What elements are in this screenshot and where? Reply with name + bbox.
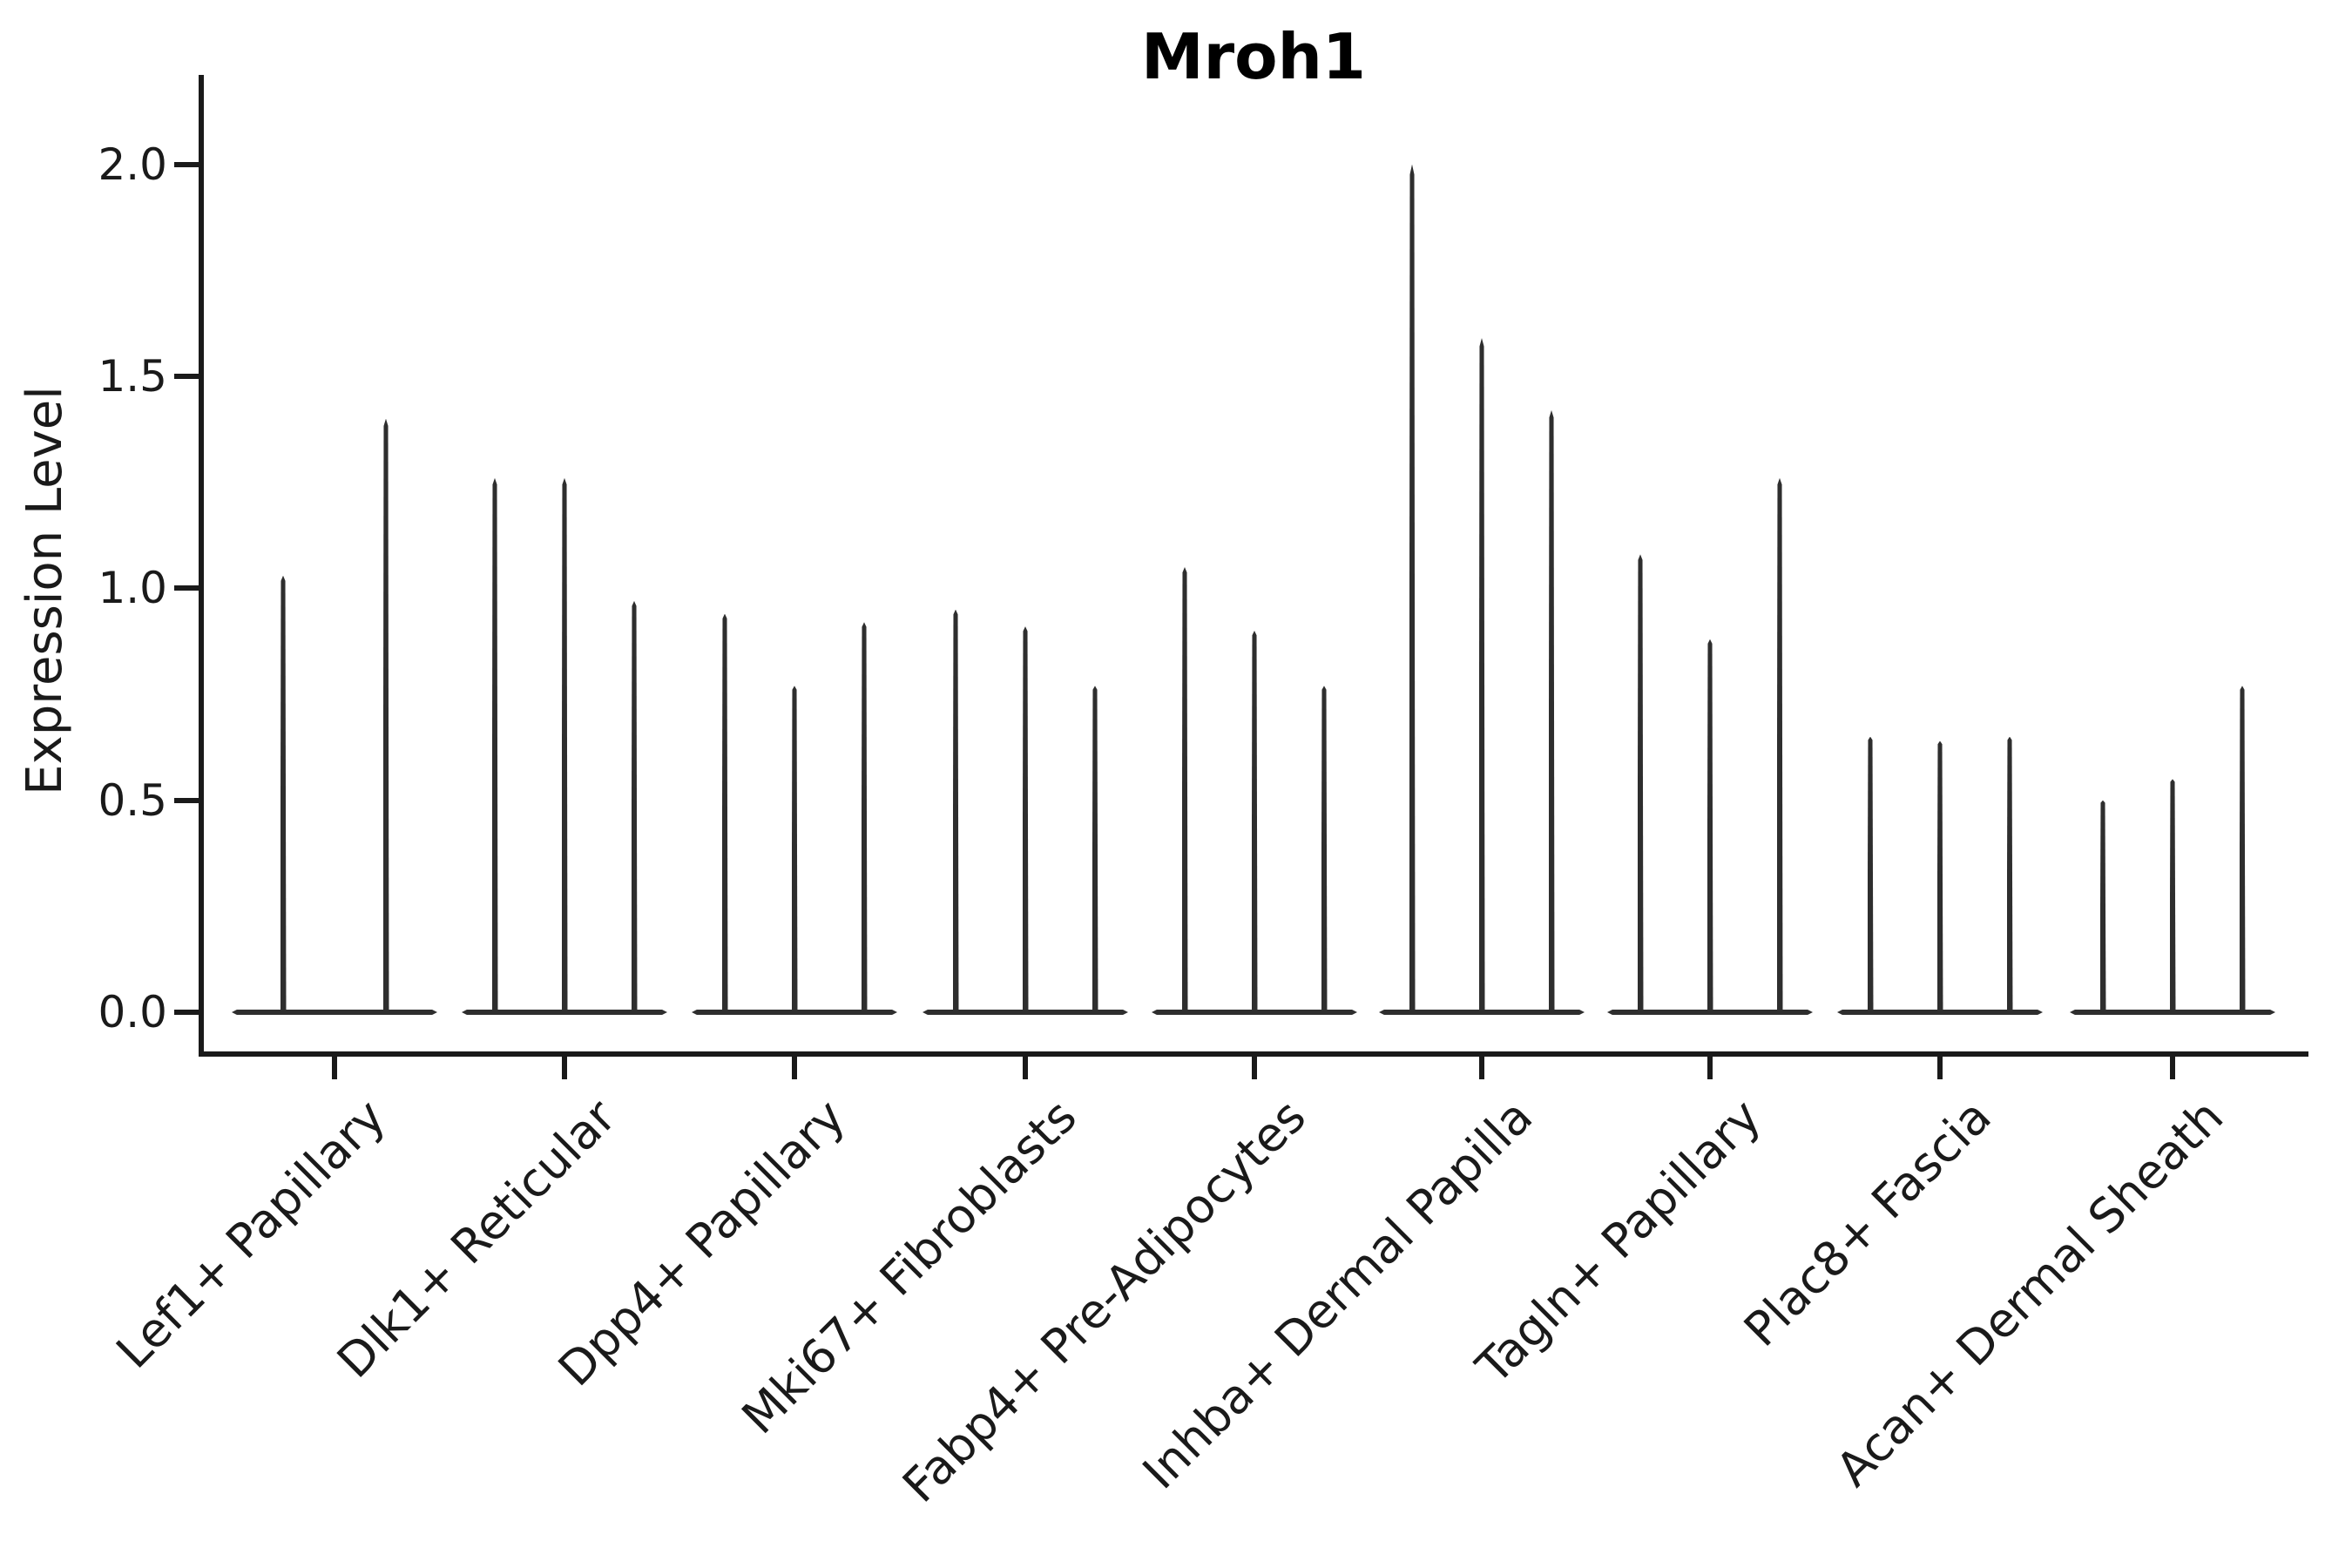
violin-spike bbox=[1092, 686, 1098, 1015]
x-tick-mark bbox=[1252, 1057, 1257, 1079]
violin-spike bbox=[1867, 736, 1874, 1015]
violin-spike bbox=[561, 477, 568, 1015]
violin-spike bbox=[1637, 554, 1644, 1015]
y-tick-label: 1.5 bbox=[98, 350, 167, 402]
violin-spike bbox=[2239, 686, 2246, 1015]
violin-spike bbox=[2006, 736, 2013, 1015]
x-tick-mark bbox=[2170, 1057, 2175, 1079]
x-tick-label: Acan+ Dermal Sheath bbox=[1826, 1089, 2234, 1497]
x-tick-mark bbox=[792, 1057, 797, 1079]
x-tick-mark bbox=[1707, 1057, 1713, 1079]
violin-spike bbox=[1251, 630, 1258, 1015]
x-tick-mark bbox=[562, 1057, 567, 1079]
y-tick-mark bbox=[174, 1010, 199, 1015]
violin-spike bbox=[861, 622, 868, 1015]
violin-spike bbox=[1478, 338, 1485, 1015]
violin-spike bbox=[1321, 686, 1328, 1015]
y-tick-label: 2.0 bbox=[98, 139, 167, 190]
violin-base bbox=[232, 1010, 437, 1015]
violin-spike bbox=[1776, 477, 1783, 1015]
x-tick-label: Inhba+ Dermal Papilla bbox=[1132, 1089, 1544, 1500]
x-tick-mark bbox=[332, 1057, 337, 1079]
violin-spike bbox=[382, 418, 389, 1015]
violin-spike bbox=[721, 613, 728, 1015]
y-tick-mark bbox=[174, 585, 199, 591]
y-tick-label: 1.0 bbox=[98, 563, 167, 614]
x-tick-label: Plac8+ Fascia bbox=[1733, 1089, 2002, 1357]
x-tick-mark bbox=[1937, 1057, 1943, 1079]
violin-spike bbox=[1409, 164, 1416, 1015]
violin-spike bbox=[2099, 800, 2106, 1015]
plot-title: Mroh1 bbox=[1141, 20, 1366, 93]
x-axis-spine bbox=[199, 1051, 2308, 1057]
y-tick-mark bbox=[174, 797, 199, 803]
violin-spike bbox=[1022, 626, 1029, 1015]
violin-spike bbox=[2169, 779, 2176, 1015]
violin-spike bbox=[280, 575, 287, 1015]
y-tick-label: 0.5 bbox=[98, 774, 167, 826]
y-tick-mark bbox=[174, 161, 199, 167]
y-axis-spine bbox=[199, 75, 204, 1057]
violin-spike bbox=[952, 609, 959, 1015]
violin-spike bbox=[491, 477, 498, 1015]
y-tick-mark bbox=[174, 373, 199, 379]
y-tick-label: 0.0 bbox=[98, 987, 167, 1037]
violin-spike bbox=[791, 686, 798, 1015]
violin-spike bbox=[1181, 566, 1188, 1015]
violin-spike bbox=[631, 600, 638, 1015]
violin-spike bbox=[1936, 740, 1943, 1015]
x-tick-mark bbox=[1023, 1057, 1028, 1079]
x-tick-label: Fabp4+ Pre-Adipocytes bbox=[891, 1089, 1316, 1513]
x-tick-mark bbox=[1479, 1057, 1484, 1079]
violin-spike bbox=[1548, 409, 1555, 1015]
violin-spike bbox=[1707, 639, 1713, 1015]
